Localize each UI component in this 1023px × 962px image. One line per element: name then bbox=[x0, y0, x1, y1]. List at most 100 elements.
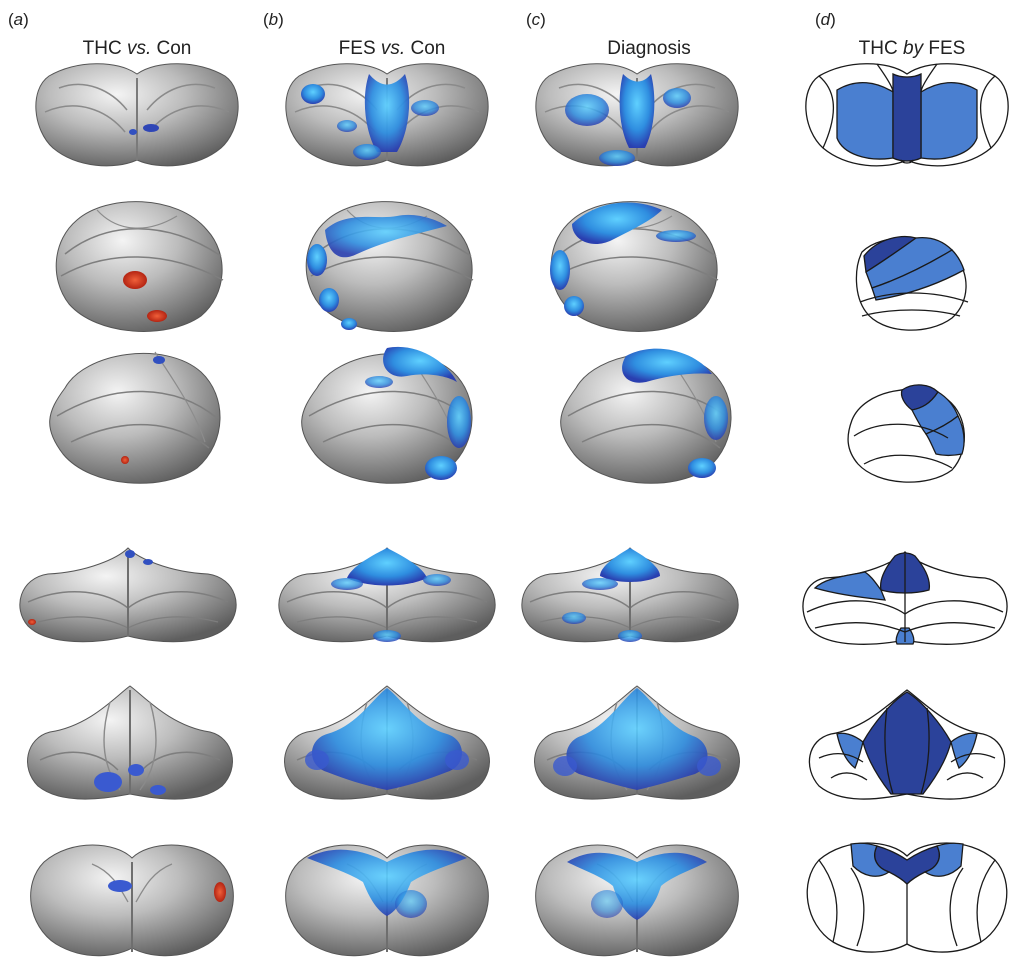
blue-cluster bbox=[423, 574, 451, 586]
blue-cluster bbox=[364, 74, 410, 152]
title-text: THC bbox=[858, 38, 903, 59]
blue-cluster bbox=[425, 456, 457, 480]
blue-cluster bbox=[325, 214, 447, 258]
blue-cluster bbox=[619, 74, 655, 148]
row5-col-c bbox=[533, 685, 741, 801]
paren-close: ) bbox=[540, 10, 546, 29]
blue-cluster bbox=[301, 84, 325, 104]
row4-col-a bbox=[18, 547, 238, 643]
title-text-tail: Con bbox=[151, 38, 192, 59]
title-text: FES bbox=[338, 38, 381, 59]
paren-close: ) bbox=[278, 10, 284, 29]
letter: b bbox=[268, 10, 279, 29]
row3-col-a bbox=[48, 351, 221, 485]
blue-cluster bbox=[347, 548, 427, 586]
blue-cluster bbox=[564, 296, 584, 316]
paren-close: ) bbox=[830, 10, 836, 29]
blue-cluster bbox=[337, 120, 357, 132]
blue-cluster bbox=[572, 202, 662, 245]
blue-cluster bbox=[94, 772, 122, 792]
red-cluster bbox=[214, 882, 226, 902]
paren-close: ) bbox=[23, 10, 29, 29]
blue-cluster bbox=[600, 548, 660, 582]
title-text: THC bbox=[82, 38, 127, 59]
blue-cluster bbox=[319, 288, 339, 312]
title-emphasis: vs. bbox=[380, 38, 406, 59]
letter: c bbox=[531, 10, 541, 29]
row6-col-c bbox=[534, 844, 740, 957]
map-region-mid bbox=[850, 842, 891, 877]
map-region-mid bbox=[813, 571, 887, 601]
title-emphasis: vs. bbox=[126, 38, 152, 59]
blue-cluster bbox=[591, 890, 623, 918]
map-region-mid bbox=[950, 732, 978, 770]
map-region-mid bbox=[871, 249, 965, 301]
blue-cluster bbox=[331, 578, 363, 590]
column-title-a: THC vs. Con bbox=[27, 38, 247, 60]
blue-cluster bbox=[550, 250, 570, 290]
red-cluster bbox=[28, 619, 36, 625]
blue-cluster bbox=[447, 396, 471, 448]
blue-cluster bbox=[697, 756, 721, 776]
blue-cluster bbox=[312, 688, 462, 790]
blue-cluster bbox=[341, 318, 357, 330]
paren-open: ( bbox=[815, 10, 821, 29]
panel-letter-a: (a) bbox=[8, 10, 29, 30]
paren-open: ( bbox=[263, 10, 269, 29]
blue-cluster bbox=[129, 129, 137, 135]
map-region-dark bbox=[892, 72, 922, 162]
blue-cluster bbox=[618, 630, 642, 642]
blue-cluster bbox=[599, 150, 635, 166]
blue-cluster bbox=[143, 124, 159, 132]
blue-cluster bbox=[125, 550, 135, 558]
title-emphasis: by bbox=[903, 38, 924, 59]
blue-cluster bbox=[395, 890, 427, 918]
blue-cluster bbox=[143, 559, 153, 565]
blue-cluster bbox=[566, 688, 708, 790]
row3-col-c bbox=[559, 348, 732, 485]
blue-cluster bbox=[663, 88, 691, 108]
blue-cluster bbox=[383, 346, 457, 382]
blue-cluster bbox=[582, 578, 618, 590]
row5-col-a bbox=[26, 685, 234, 801]
column-title-b: FES vs. Con bbox=[282, 38, 502, 60]
blue-cluster bbox=[553, 756, 577, 776]
blue-cluster bbox=[562, 612, 586, 624]
blue-cluster bbox=[108, 880, 132, 892]
title-text: Diagnosis bbox=[607, 38, 691, 59]
blue-cluster bbox=[150, 785, 166, 795]
paren-open: ( bbox=[8, 10, 14, 29]
row2-col-a bbox=[55, 200, 224, 333]
panel-letter-b: (b) bbox=[263, 10, 284, 30]
blue-cluster bbox=[307, 849, 467, 916]
title-text-tail: FES bbox=[923, 38, 966, 59]
blue-cluster bbox=[411, 100, 439, 116]
blue-cluster bbox=[688, 458, 716, 478]
row1-col-b bbox=[284, 62, 490, 167]
row4-col-d bbox=[802, 551, 1008, 645]
map-region-mid bbox=[923, 842, 964, 877]
blue-cluster bbox=[373, 630, 401, 642]
map-region-mid bbox=[836, 82, 894, 160]
row4-col-b bbox=[277, 547, 497, 643]
row5-col-d bbox=[808, 689, 1006, 800]
map-region-dark bbox=[862, 691, 952, 795]
column-title-c: Diagnosis bbox=[539, 38, 759, 60]
blue-cluster bbox=[445, 750, 469, 770]
row2-col-c bbox=[550, 200, 719, 333]
blue-cluster bbox=[567, 852, 707, 920]
blue-cluster bbox=[365, 376, 393, 388]
blue-cluster bbox=[307, 244, 327, 276]
row6-col-d bbox=[806, 842, 1008, 953]
red-cluster bbox=[121, 456, 129, 464]
blue-cluster bbox=[128, 764, 144, 776]
row3-col-d bbox=[847, 384, 965, 483]
blue-cluster bbox=[153, 356, 165, 364]
column-title-d: THC by FES bbox=[802, 38, 1022, 60]
paren-open: ( bbox=[526, 10, 532, 29]
row2-col-d bbox=[855, 235, 969, 331]
blue-cluster bbox=[622, 348, 712, 383]
panel-letter-d: (d) bbox=[815, 10, 836, 30]
row1-col-c bbox=[534, 62, 740, 167]
letter: a bbox=[13, 10, 24, 29]
